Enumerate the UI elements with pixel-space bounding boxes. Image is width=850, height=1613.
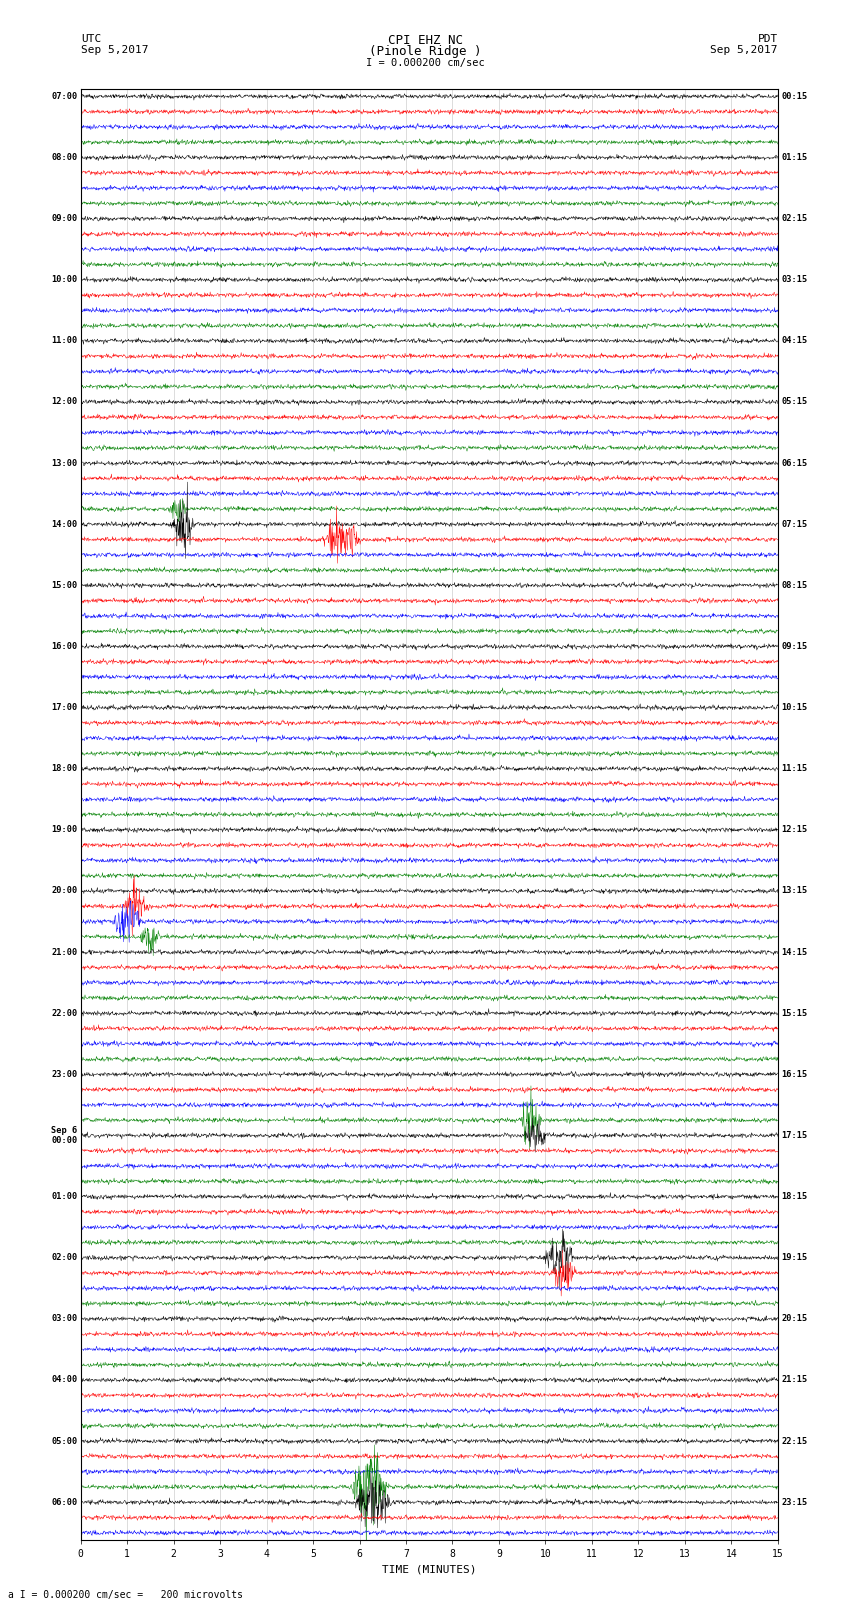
Text: 01:15: 01:15 [781,153,807,161]
Text: I = 0.000200 cm/sec: I = 0.000200 cm/sec [366,58,484,68]
Text: 15:15: 15:15 [781,1008,807,1018]
Text: 02:15: 02:15 [781,215,807,223]
Text: 02:00: 02:00 [51,1253,77,1263]
Text: 13:15: 13:15 [781,887,807,895]
Text: 22:15: 22:15 [781,1437,807,1445]
X-axis label: TIME (MINUTES): TIME (MINUTES) [382,1565,477,1574]
Text: 19:15: 19:15 [781,1253,807,1263]
Text: 22:00: 22:00 [51,1008,77,1018]
Text: 17:15: 17:15 [781,1131,807,1140]
Text: 05:00: 05:00 [51,1437,77,1445]
Text: 11:00: 11:00 [51,337,77,345]
Text: 03:00: 03:00 [51,1315,77,1323]
Text: 12:15: 12:15 [781,826,807,834]
Text: 13:00: 13:00 [51,458,77,468]
Text: CPI EHZ NC: CPI EHZ NC [388,34,462,47]
Text: 20:15: 20:15 [781,1315,807,1323]
Text: 04:00: 04:00 [51,1376,77,1384]
Text: 14:00: 14:00 [51,519,77,529]
Text: 19:00: 19:00 [51,826,77,834]
Text: 16:15: 16:15 [781,1069,807,1079]
Text: 09:15: 09:15 [781,642,807,652]
Text: 06:00: 06:00 [51,1498,77,1507]
Text: 09:00: 09:00 [51,215,77,223]
Text: 08:00: 08:00 [51,153,77,161]
Text: 07:15: 07:15 [781,519,807,529]
Text: 11:15: 11:15 [781,765,807,773]
Text: UTC: UTC [81,34,101,44]
Text: PDT: PDT [757,34,778,44]
Text: 00:15: 00:15 [781,92,807,102]
Text: 14:15: 14:15 [781,947,807,957]
Text: 23:00: 23:00 [51,1069,77,1079]
Text: 16:00: 16:00 [51,642,77,652]
Text: (Pinole Ridge ): (Pinole Ridge ) [369,45,481,58]
Text: 07:00: 07:00 [51,92,77,102]
Text: 04:15: 04:15 [781,337,807,345]
Text: 10:15: 10:15 [781,703,807,711]
Text: Sep 6
00:00: Sep 6 00:00 [51,1126,77,1145]
Text: 17:00: 17:00 [51,703,77,711]
Text: Sep 5,2017: Sep 5,2017 [711,45,778,55]
Text: 10:00: 10:00 [51,276,77,284]
Text: 23:15: 23:15 [781,1498,807,1507]
Text: 18:15: 18:15 [781,1192,807,1202]
Text: 01:00: 01:00 [51,1192,77,1202]
Text: 18:00: 18:00 [51,765,77,773]
Text: Sep 5,2017: Sep 5,2017 [81,45,148,55]
Text: a I = 0.000200 cm/sec =   200 microvolts: a I = 0.000200 cm/sec = 200 microvolts [8,1590,243,1600]
Text: 06:15: 06:15 [781,458,807,468]
Text: 08:15: 08:15 [781,581,807,590]
Text: 20:00: 20:00 [51,887,77,895]
Text: 03:15: 03:15 [781,276,807,284]
Text: 15:00: 15:00 [51,581,77,590]
Text: 05:15: 05:15 [781,397,807,406]
Text: 21:15: 21:15 [781,1376,807,1384]
Text: 21:00: 21:00 [51,947,77,957]
Text: 12:00: 12:00 [51,397,77,406]
